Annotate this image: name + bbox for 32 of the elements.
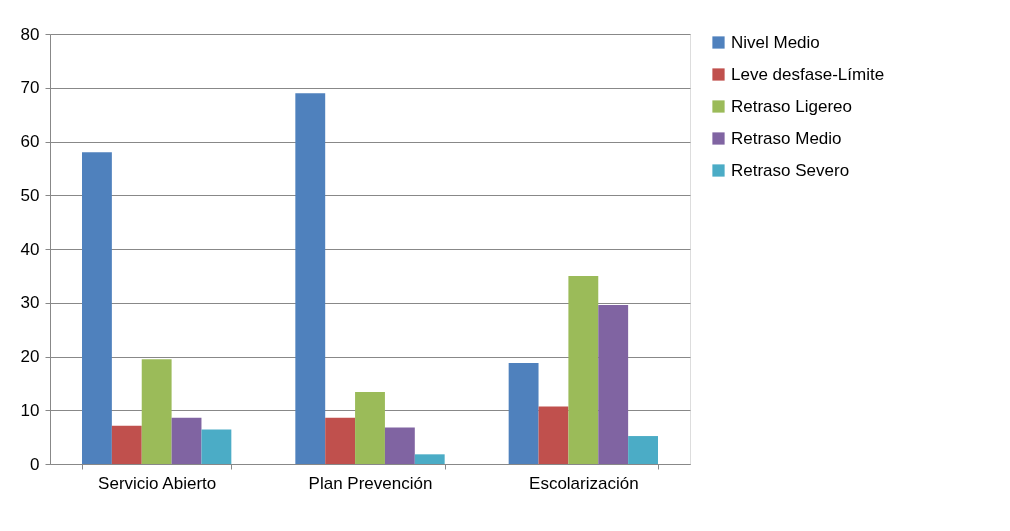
y-tick-label: 60 (20, 132, 40, 151)
y-tick-label: 40 (20, 239, 40, 259)
y-tick-label: 10 (20, 400, 40, 420)
bar (598, 304, 629, 464)
legend-label: Retraso Ligereo (731, 96, 852, 116)
bar (201, 429, 232, 464)
legend-label: Nivel Medio (731, 32, 820, 52)
bar (82, 152, 112, 464)
x-tick-label: Servicio Abierto (98, 473, 217, 493)
x-tick-label: Escolarización (529, 473, 639, 493)
bar (508, 362, 539, 464)
bar (111, 425, 142, 464)
bar (538, 406, 569, 464)
bar (295, 93, 326, 464)
y-tick-label: 30 (20, 293, 40, 313)
y-tick-label: 70 (20, 78, 40, 98)
bar (568, 275, 599, 464)
legend-label: Retraso Medio (731, 128, 842, 148)
y-tick-label: 0 (30, 454, 40, 474)
bar (384, 427, 415, 464)
bar (355, 391, 385, 464)
legend-label: Retraso Severo (731, 160, 850, 180)
bar (141, 359, 172, 464)
bar (171, 417, 202, 464)
y-tick-label: 20 (20, 347, 40, 366)
y-tick-label: 80 (20, 24, 40, 44)
y-tick-label: 50 (20, 185, 40, 205)
x-tick-label: Plan Prevención (308, 473, 433, 493)
bar (628, 436, 658, 464)
bar (414, 454, 445, 464)
bar (325, 417, 356, 464)
legend-label: Leve desfase-Límite (731, 64, 885, 84)
